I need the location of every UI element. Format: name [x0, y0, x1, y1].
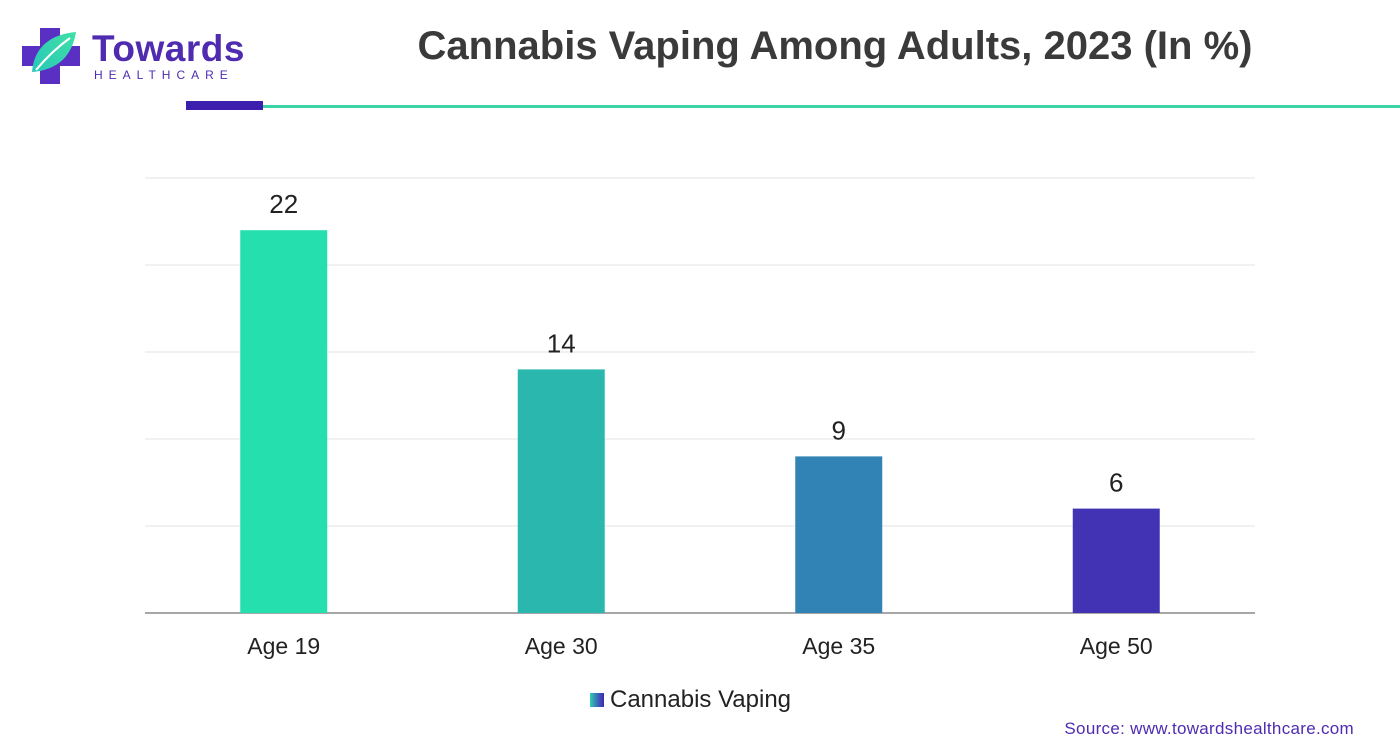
header-divider [263, 105, 1400, 108]
bar-age-35 [795, 456, 883, 613]
brand-logo: Towards HEALTHCARE [22, 26, 245, 88]
bar-age-50 [1072, 508, 1160, 613]
x-tick-label: Age 30 [525, 633, 598, 659]
x-tick-label: Age 35 [802, 633, 875, 659]
legend-swatch [590, 693, 604, 707]
legend-label: Cannabis Vaping [610, 686, 792, 713]
brand-tagline: HEALTHCARE [94, 68, 234, 82]
header-accent-bar [186, 101, 263, 110]
bar-age-30 [517, 369, 605, 613]
x-tick-label: Age 50 [1080, 633, 1153, 659]
data-label: 14 [547, 328, 576, 358]
chart-title: Cannabis Vaping Among Adults, 2023 (In %… [417, 24, 1253, 68]
brand-name: Towards [92, 28, 245, 69]
data-label: 22 [269, 189, 298, 219]
bar-age-19 [240, 230, 328, 613]
medical-cross-leaf-icon [22, 28, 80, 84]
data-label: 6 [1109, 468, 1123, 498]
data-label: 9 [832, 415, 846, 445]
x-tick-label: Age 19 [247, 633, 320, 659]
legend: Cannabis Vaping [590, 686, 791, 714]
source-credit: Source: www.towardshealthcare.com [1064, 719, 1354, 738]
